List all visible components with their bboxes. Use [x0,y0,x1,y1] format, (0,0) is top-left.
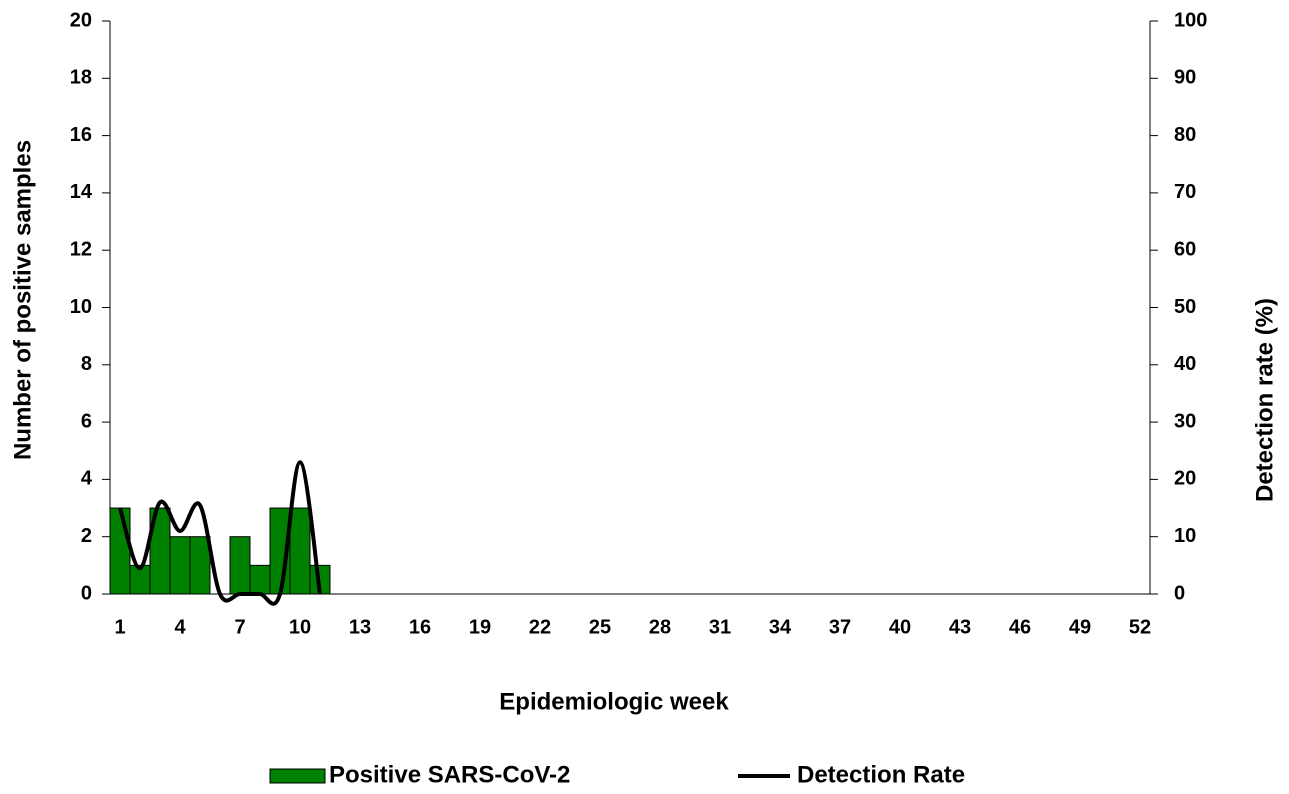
x-tick-label: 10 [289,616,311,638]
y-tick-label: 4 [81,468,93,490]
y-tick-label: 14 [70,181,93,203]
x-tick-label: 52 [1129,616,1151,638]
bar [289,507,311,595]
x-tick-label: 16 [409,616,431,638]
y2-tick-label: 80 [1174,124,1196,146]
bar [189,536,211,595]
bar [229,536,251,595]
line [118,460,322,606]
y-tick-label: 20 [70,9,92,31]
x-tick-label: 37 [829,616,851,638]
x-tick-label: 31 [709,616,731,638]
y2-tick-label: 90 [1174,67,1196,89]
x-tick-label: 22 [529,616,551,638]
y2-tick-label: 70 [1174,181,1196,203]
y-tick-label: 12 [70,238,92,260]
x-tick-label: 49 [1069,616,1091,638]
x-tick-label: 46 [1009,616,1031,638]
bar [169,536,191,595]
y2-axis-title: Detection rate (%) [1251,298,1278,502]
x-tick-label: 25 [589,616,611,638]
y-tick-label: 2 [81,525,92,547]
x-tick-label: 34 [769,616,792,638]
y-tick-label: 18 [70,67,92,89]
y2-tick-label: 100 [1174,9,1207,31]
y2-tick-label: 0 [1174,582,1185,604]
legend-swatch [269,768,326,784]
x-tick-label: 40 [889,616,911,638]
y2-tick-label: 60 [1174,238,1196,260]
y2-tick-label: 30 [1174,410,1196,432]
y2-tick-label: 40 [1174,353,1196,375]
y-tick-label: 8 [81,353,92,375]
x-tick-label: 1 [114,616,125,638]
x-tick-label: 28 [649,616,671,638]
bar [109,507,131,595]
bar [249,564,271,595]
y-axis-title: Number of positive samples [9,140,36,460]
y-tick-label: 16 [70,124,92,146]
y-tick-label: 10 [70,296,92,318]
x-tick-label: 13 [349,616,371,638]
x-tick-label: 43 [949,616,971,638]
x-tick-label: 19 [469,616,491,638]
y2-tick-label: 20 [1174,468,1196,490]
y-tick-label: 0 [81,582,92,604]
legend-label: Detection Rate [797,761,965,788]
y2-tick-label: 10 [1174,525,1196,547]
x-axis-title: Epidemiologic week [499,688,729,715]
legend-label: Positive SARS-CoV-2 [329,761,570,788]
y-tick-label: 6 [81,410,92,432]
x-tick-label: 4 [174,616,186,638]
y2-tick-label: 50 [1174,296,1196,318]
x-tick-label: 7 [234,616,245,638]
